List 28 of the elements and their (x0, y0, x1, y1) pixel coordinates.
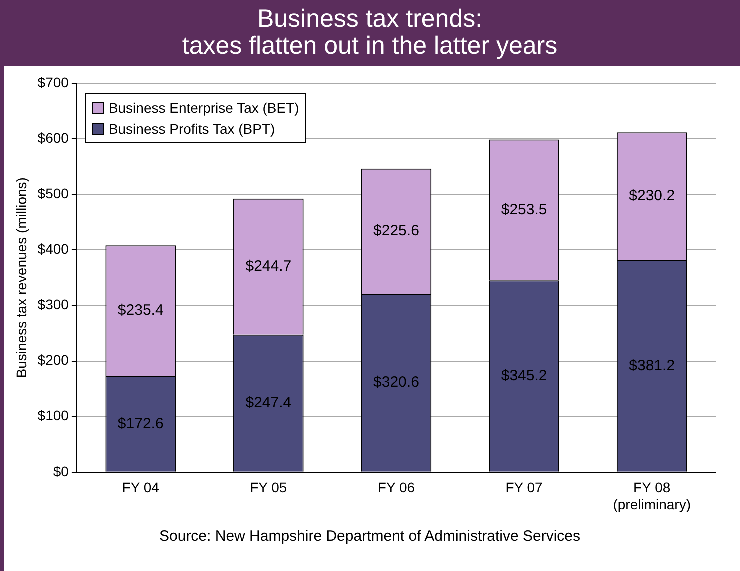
data-label: $225.6 (374, 222, 420, 240)
data-label: $247.4 (246, 394, 292, 412)
data-label: $345.2 (501, 367, 548, 384)
y-tick-label: $500 (38, 185, 70, 202)
x-tick-label: FY 06 (378, 480, 416, 496)
x-tick-label: FY 07 (506, 480, 544, 496)
y-tick-label: $400 (38, 240, 70, 257)
y-tick-label: $200 (38, 352, 70, 368)
x-tick-label: FY 05 (250, 480, 288, 496)
legend-label: Business Profits Tax (BPT) (108, 120, 276, 139)
chart-title: Business tax trends: taxes flatten out in the latter years (0, 0, 740, 66)
y-tick-label: $100 (38, 408, 70, 424)
legend-label: Business Enterprise Tax (BET) (108, 98, 300, 118)
data-label: $172.6 (118, 415, 164, 432)
source-note: Source: New Hampshire Department of Administrative Services (158, 528, 582, 545)
y-tick-label: $600 (38, 130, 70, 146)
data-label: $253.5 (501, 201, 548, 218)
data-label: $320.6 (374, 374, 420, 392)
data-label: $230.2 (629, 188, 676, 205)
y-tick-label: $300 (38, 296, 70, 313)
y-tick-label: $0 (53, 463, 70, 480)
data-label: $235.4 (118, 302, 164, 320)
x-tick-label: FY 04 (122, 480, 160, 496)
y-axis-title: Business tax revenues (millions) (13, 178, 30, 378)
y-tick-label: $700 (38, 74, 70, 90)
x-tick-label: FY 08 (preliminary) (613, 480, 691, 512)
data-label: $244.7 (246, 258, 292, 276)
data-label: $381.2 (629, 357, 676, 374)
